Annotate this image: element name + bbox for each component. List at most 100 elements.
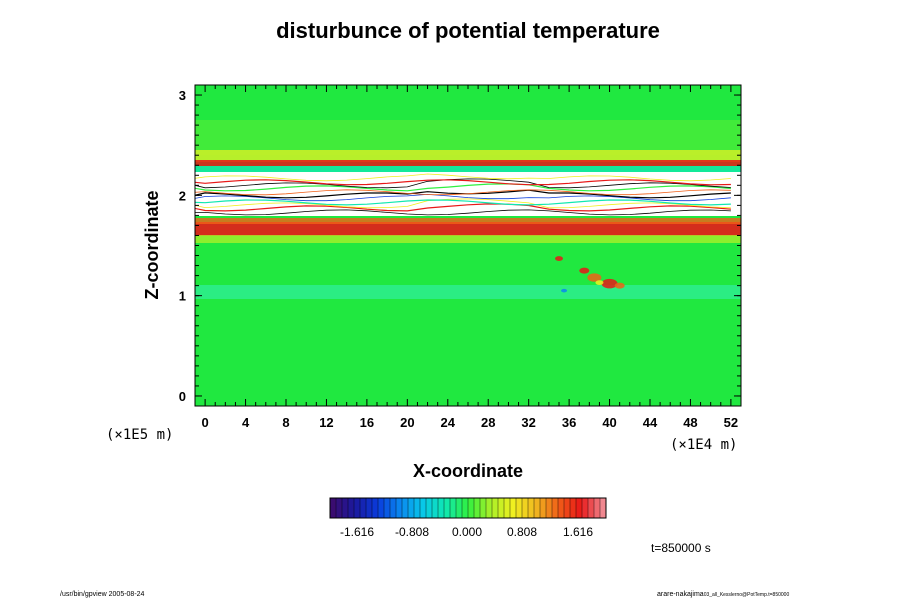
footer-right: arare-nakajima03_all_Kesslerno@PotTemp.t… bbox=[657, 591, 789, 598]
blob-feature bbox=[587, 273, 602, 282]
colorbar-tick-label: 1.616 bbox=[563, 525, 593, 539]
cyan-band-upper bbox=[195, 166, 741, 172]
colorbar-swatch bbox=[504, 498, 511, 518]
colorbar-swatch bbox=[396, 498, 403, 518]
colorbar-swatch bbox=[582, 498, 589, 518]
x-tick-label: 12 bbox=[319, 415, 333, 430]
contour-line bbox=[195, 203, 731, 212]
colorbar-swatch bbox=[462, 498, 469, 518]
y-axis: 0 1 2 3 bbox=[179, 84, 741, 407]
red-blobs bbox=[555, 256, 625, 293]
colorbar-tick-label: -1.616 bbox=[340, 525, 374, 539]
colorbar-swatch bbox=[372, 498, 379, 518]
contour-line bbox=[195, 189, 731, 199]
contour-line bbox=[195, 183, 731, 192]
upper-light-band bbox=[195, 120, 741, 155]
contour-line bbox=[195, 199, 731, 206]
colorbar-swatch bbox=[330, 498, 337, 518]
colorbar-swatch bbox=[438, 498, 445, 518]
blob-feature bbox=[614, 282, 625, 289]
colorbar-swatch bbox=[342, 498, 349, 518]
contour-line bbox=[195, 178, 731, 189]
x-tick-label: 52 bbox=[724, 415, 738, 430]
colorbar-swatch bbox=[528, 498, 535, 518]
colorbar-swatch bbox=[408, 498, 415, 518]
colorbar-swatch bbox=[336, 498, 343, 518]
colorbar-swatch bbox=[474, 498, 481, 518]
colorbar-swatch bbox=[540, 498, 547, 518]
colorbar-tick-label: 0.000 bbox=[452, 525, 482, 539]
contour-line bbox=[195, 198, 731, 209]
x-tick-label: 40 bbox=[602, 415, 616, 430]
x-tick-label: 28 bbox=[481, 415, 495, 430]
colorbar-swatch bbox=[348, 498, 355, 518]
colorbar-swatch bbox=[492, 498, 499, 518]
x-tick-label: 32 bbox=[521, 415, 535, 430]
x-tick-label: 36 bbox=[562, 415, 576, 430]
colorbar-swatch bbox=[426, 498, 433, 518]
colorbar-swatch bbox=[402, 498, 409, 518]
colorbar-swatch bbox=[600, 498, 607, 518]
plot-area bbox=[195, 85, 741, 406]
x-tick-label: 4 bbox=[242, 415, 250, 430]
blob-feature bbox=[579, 267, 590, 274]
colorbar-swatch bbox=[522, 498, 529, 518]
colorbar-tick-label: 0.808 bbox=[507, 525, 537, 539]
y-tick-label: 1 bbox=[179, 289, 186, 304]
y-axis-label: Z-coordinate bbox=[142, 190, 162, 299]
colorbar-swatch bbox=[534, 498, 541, 518]
colorbar-swatch bbox=[552, 498, 559, 518]
red-band-lower bbox=[195, 222, 741, 236]
red-band-upper bbox=[195, 160, 741, 166]
colorbar-swatch bbox=[510, 498, 517, 518]
colorbar-swatch bbox=[378, 498, 385, 518]
colorbar-tick-label: -0.808 bbox=[395, 525, 429, 539]
contour-lines bbox=[195, 173, 731, 216]
colorbar-swatch bbox=[570, 498, 577, 518]
time-label: t=850000 s bbox=[651, 541, 711, 555]
contour-line bbox=[195, 173, 731, 182]
colorbar-ticks: -1.616 -0.808 0.000 0.808 1.616 bbox=[340, 525, 593, 539]
colorbar bbox=[329, 497, 607, 519]
yellow-band bbox=[195, 150, 741, 162]
x-axis: 0 4 8 12 16 20 24 28 32 36 40 44 48 52 bbox=[201, 85, 738, 430]
contour-line bbox=[195, 209, 731, 216]
x-tick-label: 44 bbox=[643, 415, 658, 430]
y-unit-label: (×1E5 m) bbox=[106, 427, 173, 443]
colorbar-swatch bbox=[498, 498, 505, 518]
blob-feature bbox=[595, 280, 604, 286]
blob-feature bbox=[555, 256, 563, 261]
colorbar-swatch bbox=[450, 498, 457, 518]
x-tick-label: 16 bbox=[360, 415, 374, 430]
colorbar-swatch bbox=[576, 498, 583, 518]
chart-title: disturbunce of potential temperature bbox=[276, 18, 660, 43]
x-tick-label: 8 bbox=[282, 415, 289, 430]
blob-feature bbox=[601, 278, 618, 289]
colorbar-swatch bbox=[594, 498, 601, 518]
blob-feature bbox=[561, 288, 568, 293]
contour-line bbox=[195, 193, 731, 202]
colorbar-frame bbox=[329, 497, 607, 519]
colorbar-swatch bbox=[384, 498, 391, 518]
colorbar-swatch bbox=[366, 498, 373, 518]
x-unit-label: (×1E4 m) bbox=[670, 437, 737, 453]
colorbar-swatch bbox=[546, 498, 553, 518]
x-axis-label: X-coordinate bbox=[413, 461, 523, 481]
colorbar-swatch bbox=[420, 498, 427, 518]
contour-line bbox=[195, 189, 731, 196]
orange-band-lower bbox=[195, 218, 741, 224]
colorbar-swatch bbox=[414, 498, 421, 518]
colorbar-swatch bbox=[432, 498, 439, 518]
colorbar-swatch bbox=[486, 498, 493, 518]
colorbar-swatch bbox=[456, 498, 463, 518]
colorbar-swatch bbox=[354, 498, 361, 518]
x-tick-label: 20 bbox=[400, 415, 414, 430]
x-tick-label: 24 bbox=[441, 415, 456, 430]
colorbar-swatch bbox=[444, 498, 451, 518]
footer-right-main: arare-nakajima bbox=[657, 591, 704, 598]
cyan-band-lower bbox=[195, 285, 741, 299]
colorbar-swatch bbox=[516, 498, 523, 518]
colorbar-swatch bbox=[558, 498, 565, 518]
colorbar-swatch bbox=[390, 498, 397, 518]
y-tick-label: 3 bbox=[179, 88, 186, 103]
